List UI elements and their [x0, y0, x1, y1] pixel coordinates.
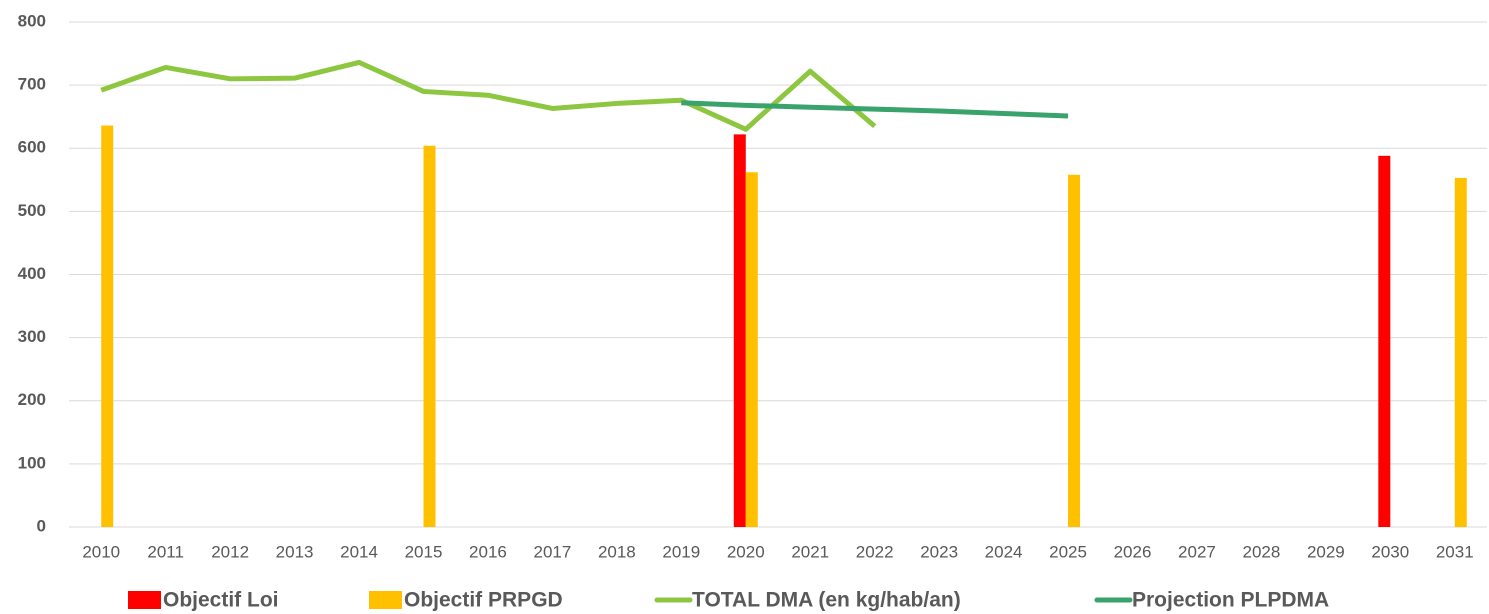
x-tick-label: 2022	[856, 542, 894, 561]
x-tick-label: 2023	[920, 542, 958, 561]
legend-label: Objectif PRPGD	[404, 589, 563, 612]
x-tick-label: 2013	[276, 542, 314, 561]
bar	[745, 172, 758, 528]
y-tick-label: 300	[18, 327, 46, 346]
x-tick-label: 2029	[1307, 542, 1345, 561]
bar	[1068, 174, 1081, 527]
y-tick-label: 600	[18, 138, 46, 157]
y-tick-label: 100	[18, 453, 46, 472]
x-tick-label: 2025	[1049, 542, 1087, 561]
x-tick-label: 2012	[211, 542, 249, 561]
x-tick-label: 2010	[82, 542, 120, 561]
line	[100, 59, 877, 132]
y-tick-label: 700	[18, 75, 46, 94]
x-tick-label: 2018	[598, 542, 636, 561]
legend-label: Objectif Loi	[163, 589, 279, 612]
x-tick-label: 2027	[1178, 542, 1216, 561]
legend-label: TOTAL DMA (en kg/hab/an)	[692, 589, 961, 612]
bar	[733, 134, 746, 528]
line	[681, 100, 1069, 119]
x-tick-label: 2019	[662, 542, 700, 561]
legend-label: Projection PLPDMA	[1132, 589, 1329, 612]
x-tick-label: 2028	[1242, 542, 1280, 561]
legend-swatch	[128, 591, 161, 609]
x-tick-label: 2026	[1114, 542, 1152, 561]
x-tick-label: 2011	[147, 542, 184, 561]
x-tick-label: 2015	[405, 542, 443, 561]
legend-swatch	[369, 591, 402, 609]
y-tick-label: 500	[18, 201, 46, 220]
x-tick-label: 2030	[1371, 542, 1409, 561]
bar	[423, 145, 436, 527]
bar	[1378, 155, 1391, 527]
x-tick-label: 2031	[1436, 542, 1474, 561]
x-tick-label: 2014	[340, 542, 378, 561]
y-tick-label: 200	[18, 390, 46, 409]
x-tick-label: 2016	[469, 542, 507, 561]
x-tick-label: 2020	[727, 542, 765, 561]
x-tick-label: 2024	[985, 542, 1023, 561]
y-tick-label: 0	[37, 516, 46, 535]
bar	[1454, 177, 1467, 527]
x-tick-label: 2017	[533, 542, 571, 561]
bar	[101, 125, 114, 528]
y-tick-label: 400	[18, 264, 46, 283]
x-tick-label: 2021	[791, 542, 829, 561]
y-tick-label: 800	[18, 11, 46, 30]
